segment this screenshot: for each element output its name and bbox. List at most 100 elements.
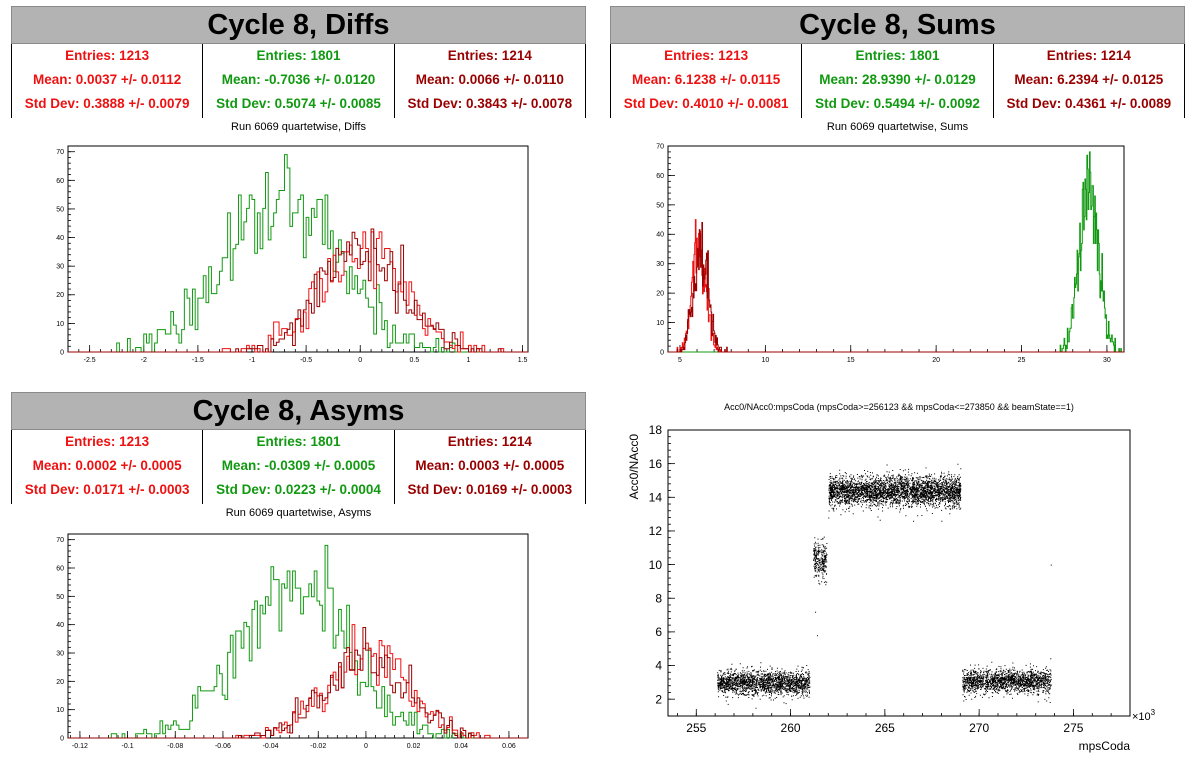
stats-green: Entries: 1801 Mean: -0.0309 +/- 0.0005 S… [203, 430, 395, 504]
stat-mean: Mean: 6.2394 +/- 0.0125 [1014, 72, 1164, 87]
histogram-series [68, 228, 528, 353]
stat-mean: Mean: 28.9390 +/- 0.0129 [819, 72, 976, 87]
stat-std: Std Dev: 0.4361 +/- 0.0089 [1006, 96, 1172, 111]
y-tick-label: 40 [656, 232, 664, 239]
stats-green: Entries: 1801 Mean: -0.7036 +/- 0.0120 S… [203, 44, 395, 118]
stat-mean: Mean: 0.0066 +/- 0.0110 [415, 72, 564, 87]
stat-entries: Entries: 1214 [447, 48, 532, 63]
stat-entries: Entries: 1801 [256, 434, 341, 449]
y-tick-label: 8 [655, 591, 662, 605]
diffs-stats-box: Entries: 1213 Mean: 0.0037 +/- 0.0112 St… [11, 44, 586, 118]
x-tick-label: -0.5 [300, 357, 312, 364]
stat-std: Std Dev: 0.5074 +/- 0.0085 [216, 96, 381, 111]
histogram-series [668, 219, 1124, 353]
x-tick-label: 255 [686, 721, 706, 735]
stats-red: Entries: 1213 Mean: 6.1238 +/- 0.0115 St… [611, 44, 803, 118]
y-tick-label: 20 [656, 291, 664, 298]
y-axis-label: Acc0/NAcc0 [627, 434, 641, 500]
y-tick-label: 40 [56, 235, 64, 242]
stat-mean: Mean: 0.0002 +/- 0.0005 [32, 458, 182, 473]
y-tick-label: 50 [56, 594, 64, 601]
x-tick-label: 30 [1103, 357, 1111, 364]
diffs-banner: Cycle 8, Diffs [11, 6, 586, 44]
x-tick-label: 260 [781, 721, 801, 735]
x-tick-label: -0.12 [72, 743, 88, 750]
stat-mean: Mean: 6.1238 +/- 0.0115 [632, 72, 781, 87]
stat-entries: Entries: 1801 [256, 48, 341, 63]
acc0-scatter-plot: 255 260 265 270 275 2 4 6 8 10 12 14 16 18 Acc0/NAcc0:… [627, 402, 1156, 753]
y-tick-label: 70 [56, 149, 64, 156]
y-tick-label: 50 [656, 202, 664, 209]
stats-red: Entries: 1213 Mean: 0.0037 +/- 0.0112 St… [12, 44, 204, 118]
histogram-series [68, 627, 528, 739]
y-tick-label: 30 [656, 261, 664, 268]
y-tick-label: 30 [56, 650, 64, 657]
x-tick-label: 0.06 [502, 743, 516, 750]
asyms-banner: Cycle 8, Asyms [11, 392, 586, 430]
x-tick-label: 0 [358, 357, 362, 364]
asyms-stats-box: Entries: 1213 Mean: 0.0002 +/- 0.0005 St… [11, 430, 586, 504]
y-tick-label: 20 [56, 292, 64, 299]
histogram-series [668, 222, 1124, 353]
x-tick-label: 265 [875, 721, 895, 735]
y-tick-label: 20 [56, 679, 64, 686]
x-axis-label: mpsCoda [1079, 739, 1131, 753]
stat-mean: Mean: -0.7036 +/- 0.0120 [221, 72, 376, 87]
plot-frame [67, 145, 529, 353]
stats-darkred: Entries: 1214 Mean: 0.0066 +/- 0.0110 St… [395, 44, 585, 118]
y-tick-label: 60 [656, 173, 664, 180]
stat-entries: Entries: 1214 [447, 434, 532, 449]
x-tick-label: 20 [932, 357, 940, 364]
stat-std: Std Dev: 0.0223 +/- 0.0004 [216, 482, 381, 497]
sums-subtitle: Run 6069 quartetwise, Sums [826, 121, 969, 133]
histogram-series [68, 624, 528, 739]
stat-mean: Mean: -0.0309 +/- 0.0005 [221, 458, 376, 473]
stat-mean: Mean: 0.0037 +/- 0.0112 [33, 72, 182, 87]
y-tick-label: 18 [649, 423, 663, 437]
x-tick-label: 275 [1063, 721, 1083, 735]
x-tick-label: -2.5 [84, 357, 96, 364]
x-tick-label: 15 [847, 357, 855, 364]
x-tick-label: -0.02 [310, 743, 326, 750]
stat-std: Std Dev: 0.5494 +/- 0.0092 [815, 96, 980, 111]
y-tick-label: 0 [660, 349, 664, 356]
y-tick-label: 10 [56, 707, 64, 714]
x-tick-label: 0.02 [407, 743, 421, 750]
stat-std: Std Dev: 0.3888 +/- 0.0079 [24, 96, 190, 111]
x-tick-label: -2 [141, 357, 147, 364]
y-tick-label: 70 [56, 537, 64, 544]
stats-darkred: Entries: 1214 Mean: 6.2394 +/- 0.0125 St… [994, 44, 1184, 118]
x-tick-label: 1 [467, 357, 471, 364]
stat-entries: Entries: 1213 [65, 434, 150, 449]
x-tick-label: 270 [969, 721, 989, 735]
stat-entries: Entries: 1214 [1046, 48, 1131, 63]
stat-mean: Mean: 0.0003 +/- 0.0005 [415, 458, 565, 473]
histogram-series [668, 151, 1124, 353]
diffs-histogram: -2.5 -2 -1.5 -1 -0.5 0 0.5 1 1.5 0 10 20 30 40 50 60 70 [56, 145, 529, 364]
diffs-subtitle: Run 6069 quartetwise, Diffs [231, 121, 366, 133]
y-tick-label: 60 [56, 565, 64, 572]
y-tick-label: 70 [656, 143, 664, 150]
y-tick-label: 60 [56, 178, 64, 185]
x-tick-label: 1.5 [518, 357, 528, 364]
y-tick-label: 40 [56, 622, 64, 629]
x-tick-label: -1.5 [192, 357, 204, 364]
x-tick-label: -0.1 [122, 743, 134, 750]
scatter-points [717, 463, 1052, 709]
y-tick-label: 50 [56, 206, 64, 213]
x-tick-label: 0.5 [409, 357, 419, 364]
stat-std: Std Dev: 0.3843 +/- 0.0078 [407, 96, 573, 111]
stat-std: Std Dev: 0.0169 +/- 0.0003 [407, 482, 573, 497]
y-tick-label: 0 [60, 349, 64, 356]
stat-entries: Entries: 1213 [664, 48, 749, 63]
stat-entries: Entries: 1801 [855, 48, 940, 63]
sums-banner: Cycle 8, Sums [610, 6, 1185, 44]
y-tick-label: 14 [649, 490, 663, 504]
y-tick-label: 10 [656, 320, 664, 327]
x-tick-label: -0.04 [263, 743, 279, 750]
y-tick-label: 0 [60, 735, 64, 742]
histogram-series [68, 231, 528, 353]
plot-frame [667, 145, 1125, 353]
stat-entries: Entries: 1213 [65, 48, 150, 63]
y-tick-label: 12 [649, 524, 663, 538]
